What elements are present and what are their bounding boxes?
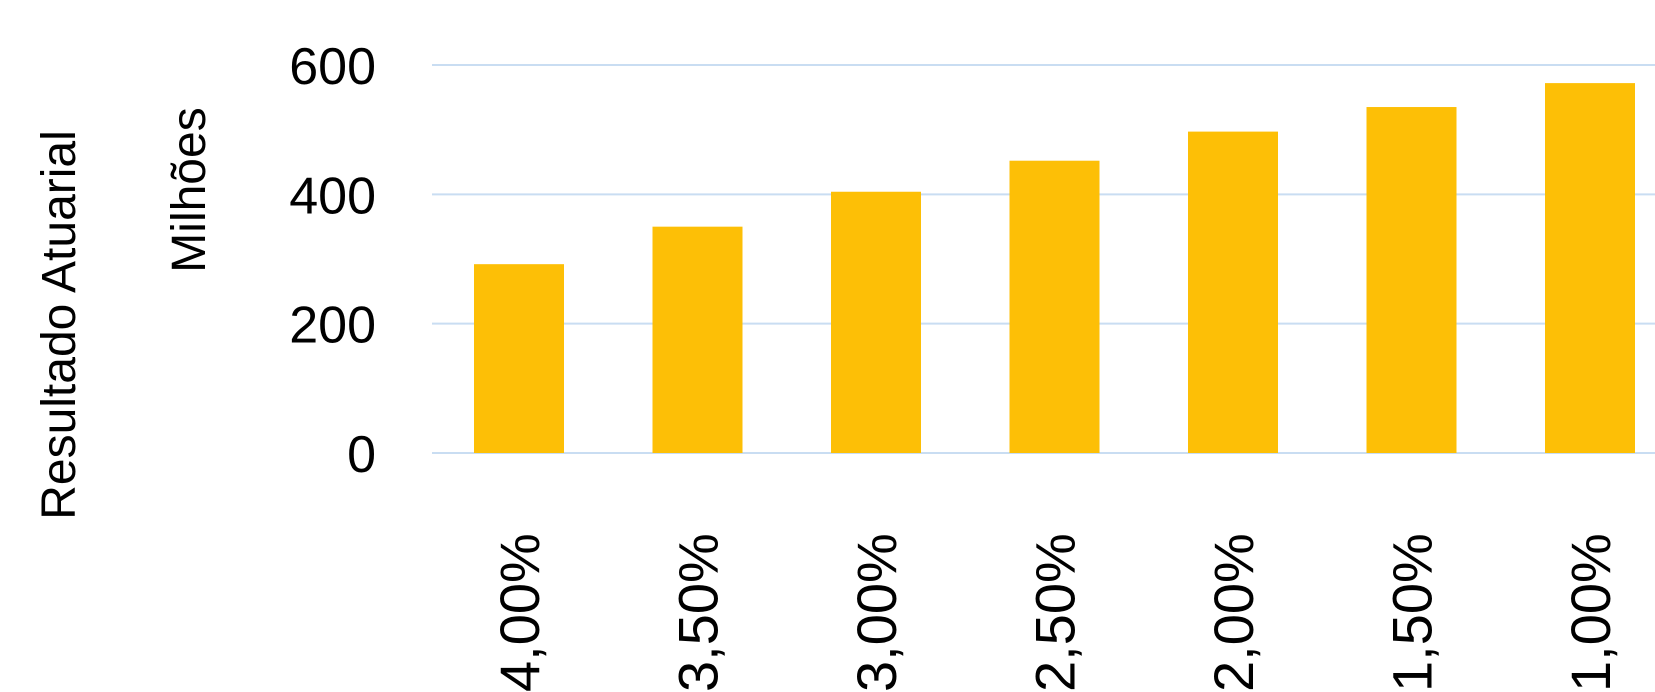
x-category-label: 3,00% — [845, 533, 908, 692]
y-axis-unit: Milhões — [163, 107, 216, 272]
bars — [474, 83, 1635, 454]
y-axis-title: Resultado Atuarial — [33, 130, 86, 520]
x-category-label: 1,00% — [1559, 533, 1622, 692]
x-category-labels: 4,00% 3,50% 3,00% 2,50% 2,00% 1,50% 1,00% — [488, 533, 1622, 692]
y-tick-label: 600 — [289, 38, 376, 96]
y-tick-label: 200 — [289, 297, 376, 355]
bar — [1366, 107, 1457, 454]
x-category-label: 2,50% — [1024, 533, 1087, 692]
bar — [1545, 83, 1635, 454]
bar — [652, 226, 743, 453]
bar — [1009, 160, 1100, 453]
x-category-label: 4,00% — [488, 533, 551, 692]
bar — [1188, 131, 1278, 453]
x-category-label: 1,50% — [1381, 533, 1444, 692]
y-tick-label: 400 — [289, 167, 376, 225]
bar — [474, 264, 564, 453]
y-tick-label: 0 — [347, 426, 376, 484]
x-category-label: 3,50% — [667, 533, 730, 692]
y-tick-labels: 0 200 400 600 — [289, 38, 376, 484]
x-category-label: 2,00% — [1202, 533, 1265, 692]
bar — [831, 191, 921, 453]
